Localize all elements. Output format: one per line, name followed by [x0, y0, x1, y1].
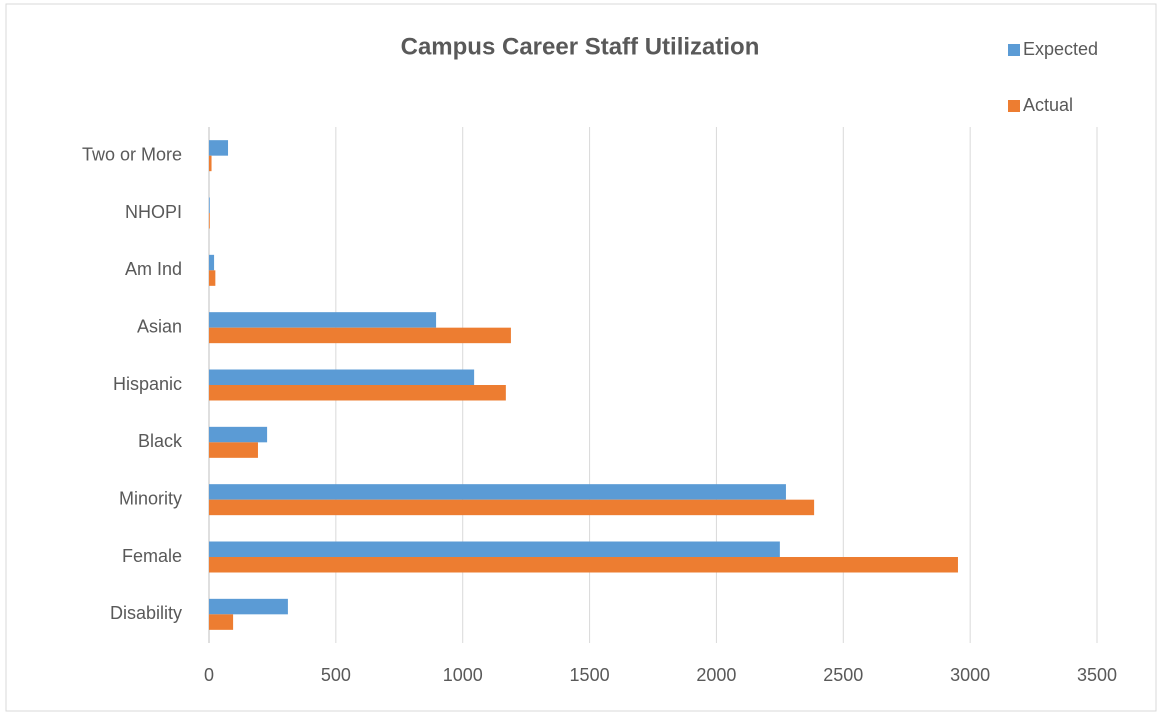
legend-swatch [1008, 100, 1020, 112]
bar [209, 140, 229, 156]
x-tick-label: 2500 [823, 665, 863, 685]
bar [209, 484, 786, 500]
y-tick-label: Asian [137, 316, 182, 336]
y-tick-label: Two or More [82, 144, 182, 164]
x-tick-label: 0 [204, 665, 214, 685]
y-tick-label: Female [122, 546, 182, 566]
bar [209, 614, 234, 630]
x-tick-label: 3500 [1077, 665, 1117, 685]
bar [209, 254, 215, 271]
legend-label: Expected [1023, 39, 1098, 59]
y-tick-label: Am Ind [125, 259, 182, 279]
bar [209, 499, 815, 516]
x-tick-label: 3000 [950, 665, 990, 685]
bar [209, 541, 780, 557]
y-tick-label: Black [138, 431, 183, 451]
bar [209, 369, 475, 385]
bar [209, 270, 216, 286]
x-tick-label: 2000 [696, 665, 736, 685]
bar [209, 213, 210, 229]
y-tick-label: Minority [119, 488, 182, 508]
bar [209, 385, 506, 401]
bar [209, 327, 511, 344]
y-tick-label: Disability [110, 603, 182, 623]
y-tick-label: NHOPI [125, 202, 182, 222]
bar [209, 197, 210, 213]
x-tick-label: 1500 [570, 665, 610, 685]
chart-title: Campus Career Staff Utilization [401, 33, 760, 60]
y-tick-label: Hispanic [113, 374, 182, 394]
bar [209, 426, 268, 443]
legend-label: Actual [1023, 95, 1073, 115]
x-tick-label: 1000 [443, 665, 483, 685]
legend-swatch [1008, 44, 1020, 56]
chart-border [5, 3, 1157, 712]
bar [209, 442, 258, 458]
x-tick-label: 500 [321, 665, 351, 685]
bar [209, 312, 437, 328]
bar [209, 155, 212, 172]
bar [209, 557, 958, 573]
bar [209, 598, 288, 615]
